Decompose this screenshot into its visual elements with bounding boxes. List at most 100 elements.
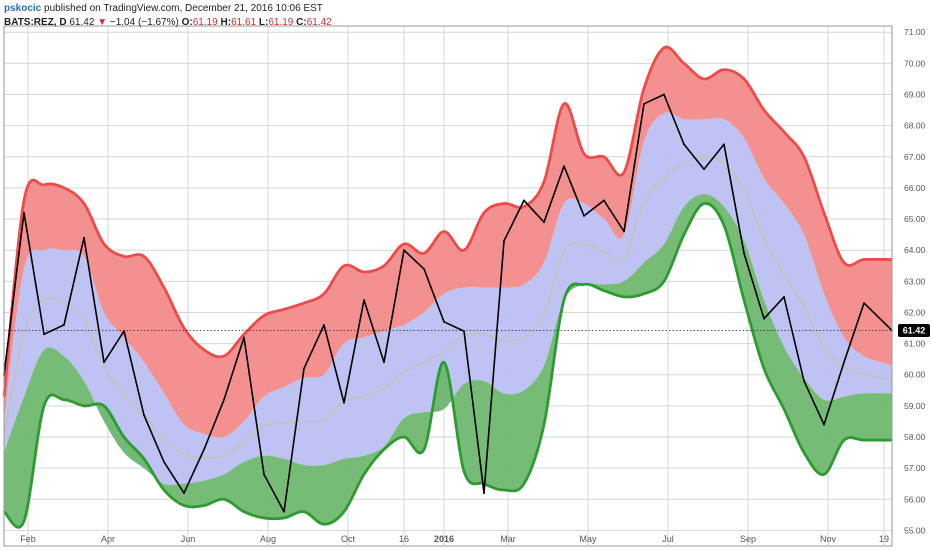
price-point <box>343 401 345 404</box>
price-point <box>423 267 425 270</box>
price-point <box>243 336 245 339</box>
down-arrow-icon: ▼ <box>97 17 108 28</box>
x-tick-label: 2016 <box>434 534 454 544</box>
price-point <box>323 324 325 326</box>
price-point <box>143 414 145 417</box>
x-tick-label: Jun <box>181 534 196 544</box>
price-point <box>403 249 405 252</box>
symbol-label: BATS:REZ, D <box>4 17 67 28</box>
low-label: L: <box>258 17 269 28</box>
y-tick-label: 65.00 <box>904 214 926 224</box>
price-point <box>203 448 205 451</box>
upper-band-fill <box>4 47 892 438</box>
y-tick-label: 68.00 <box>904 121 926 131</box>
price-point <box>303 367 305 370</box>
price-point <box>623 230 625 233</box>
x-tick-label: Sep <box>740 534 756 544</box>
x-tick-label: 16 <box>399 534 409 544</box>
x-tick-label: 19 <box>879 534 889 544</box>
lower-band-line <box>3 201 892 529</box>
price-point <box>703 168 705 171</box>
price-point <box>443 320 445 323</box>
close-value: 61.42 <box>306 17 332 28</box>
price-point <box>383 361 385 364</box>
y-tick-label: 62.00 <box>904 307 926 317</box>
price-point <box>163 461 165 463</box>
quote-line: BATS:REZ, D 61.42 ▼ −1.04 (−1.67%) O:61.… <box>4 16 724 30</box>
last-price: 61.42 <box>69 17 95 28</box>
open-label: O: <box>181 17 193 28</box>
x-tick-label: Aug <box>260 534 276 544</box>
price-point <box>23 211 25 214</box>
price-point <box>483 492 485 494</box>
price-point <box>363 299 365 301</box>
price-point <box>183 492 185 494</box>
y-tick-label: 69.00 <box>904 90 926 100</box>
price-point <box>643 102 645 105</box>
price-point <box>63 324 65 326</box>
x-axis: Feb Apr Jun Aug Oct 16 2016 Mar May Jul Sep Nov 19 <box>20 534 889 544</box>
y-tick-label: 60.00 <box>904 370 926 380</box>
price-point <box>663 93 665 96</box>
y-tick-label: 58.00 <box>904 432 926 442</box>
price-point <box>563 165 565 168</box>
y-tick-label: 57.00 <box>904 463 926 473</box>
high-label: H: <box>220 17 232 28</box>
last-price-tag: 61.42 <box>898 324 930 338</box>
price-point <box>283 510 285 513</box>
price-point <box>503 239 505 242</box>
published-text: published on TradingView.com, December 2… <box>44 3 323 14</box>
last-price-label: 61.42 <box>903 326 926 336</box>
y-tick-label: 70.00 <box>904 58 926 68</box>
price-point <box>603 199 605 202</box>
high-value: 61.61 <box>231 17 257 28</box>
lines-layer <box>2 45 893 529</box>
x-tick-label: Nov <box>820 534 837 544</box>
chart-header: pskocic published on TradingView.com, De… <box>4 2 724 30</box>
y-tick-label: 61.00 <box>904 339 926 349</box>
x-tick-label: Apr <box>101 534 115 544</box>
y-tick-label: 55.00 <box>904 525 926 535</box>
price-point <box>803 380 805 382</box>
y-tick-label: 64.00 <box>904 245 926 255</box>
price-point <box>103 361 105 364</box>
y-tick-label: 66.00 <box>904 183 926 193</box>
price-point <box>723 143 725 146</box>
author-link[interactable]: pskocic <box>4 3 42 14</box>
x-tick-label: Feb <box>20 534 36 544</box>
y-tick-label: 71.00 <box>904 27 926 37</box>
upper-band-line <box>2 45 893 397</box>
x-tick-label: Oct <box>341 534 356 544</box>
open-value: 61.19 <box>192 17 218 28</box>
price-point <box>523 199 525 202</box>
price-change: −1.04 (−1.67%) <box>109 17 179 28</box>
publish-line: pskocic published on TradingView.com, De… <box>4 2 724 16</box>
price-point <box>583 215 585 217</box>
price-point <box>43 333 45 336</box>
price-point <box>783 295 785 298</box>
bands-layer <box>4 47 892 528</box>
price-point <box>863 302 865 305</box>
y-tick-label: 59.00 <box>904 401 926 411</box>
plot-border <box>3 25 893 547</box>
y-axis: 55.00 56.00 57.00 58.00 59.00 60.00 61.00 62.00… <box>904 27 926 535</box>
price-point <box>223 398 225 401</box>
price-point <box>843 361 845 364</box>
x-tick-label: Mar <box>500 534 516 544</box>
price-point <box>683 143 685 146</box>
price-point <box>83 236 85 239</box>
price-point <box>543 221 545 224</box>
x-tick-label: Jul <box>662 534 674 544</box>
price-point <box>823 423 825 426</box>
x-tick-label: May <box>579 534 597 544</box>
y-tick-label: 63.00 <box>904 276 926 286</box>
middle-band-fill <box>4 112 892 485</box>
y-tick-label: 67.00 <box>904 152 926 162</box>
price-point <box>763 317 765 320</box>
y-tick-label: 56.00 <box>904 494 926 504</box>
price-point <box>743 252 745 255</box>
price-point <box>263 473 265 476</box>
low-value: 61.19 <box>268 17 294 28</box>
close-label: C: <box>296 17 307 28</box>
